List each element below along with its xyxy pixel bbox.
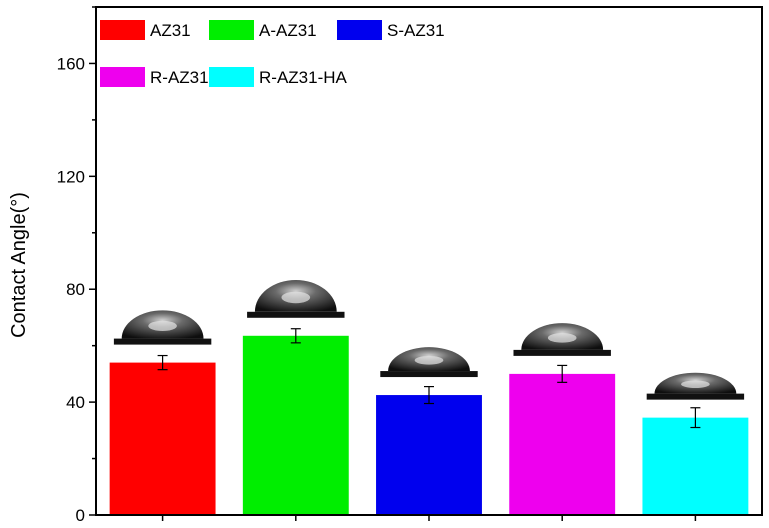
legend-label: R-AZ31-HA <box>259 68 348 87</box>
y-tick-label: 0 <box>76 506 85 525</box>
bar-s-az31 <box>376 395 482 515</box>
legend-item-az31: AZ31 <box>100 20 191 40</box>
error-bar-r-az31-ha <box>690 407 701 429</box>
droplet-images <box>113 279 745 400</box>
legend-swatch <box>100 67 145 87</box>
y-tick-label: 160 <box>57 54 85 73</box>
droplet-image-a-az31 <box>247 279 345 318</box>
bar-a-az31 <box>242 335 349 515</box>
legend-label: R-AZ31 <box>150 68 209 87</box>
y-tick-label: 120 <box>57 167 85 186</box>
bar-r-az31 <box>509 373 616 515</box>
legend-item-r-az31-ha: R-AZ31-HA <box>209 67 348 87</box>
error-bar-az31 <box>157 354 168 371</box>
legend-item-a-az31: A-AZ31 <box>209 20 317 40</box>
error-bar-a-az31 <box>290 328 301 344</box>
legend: AZ31 A-AZ31 S-AZ31 R-AZ31 R-AZ31-HA <box>100 20 445 87</box>
legend-label: S-AZ31 <box>387 21 445 40</box>
legend-label: A-AZ31 <box>259 21 317 40</box>
legend-item-s-az31: S-AZ31 <box>337 20 445 40</box>
droplet-image-r-az31-ha <box>646 372 745 400</box>
legend-item-r-az31: R-AZ31 <box>100 67 209 87</box>
legend-swatch <box>209 67 254 87</box>
bar-r-az31-ha <box>642 417 749 515</box>
legend-swatch <box>209 20 254 40</box>
axes: 0 40 80 120 160 <box>57 6 763 525</box>
bar-az31 <box>109 362 216 515</box>
legend-swatch <box>100 20 145 40</box>
error-bars <box>157 328 701 429</box>
legend-swatch <box>337 20 382 40</box>
droplet-image-s-az31 <box>380 347 478 378</box>
y-axis-title: Contact Angle(°) <box>8 192 30 338</box>
error-bar-s-az31 <box>424 385 434 405</box>
bars-layer <box>109 335 749 515</box>
droplet-image-az31 <box>113 310 212 345</box>
droplet-image-r-az31 <box>513 323 611 356</box>
error-bar-r-az31 <box>557 364 568 383</box>
y-tick-label: 80 <box>66 280 85 299</box>
legend-label: AZ31 <box>150 21 191 40</box>
y-tick-label: 40 <box>66 393 85 412</box>
